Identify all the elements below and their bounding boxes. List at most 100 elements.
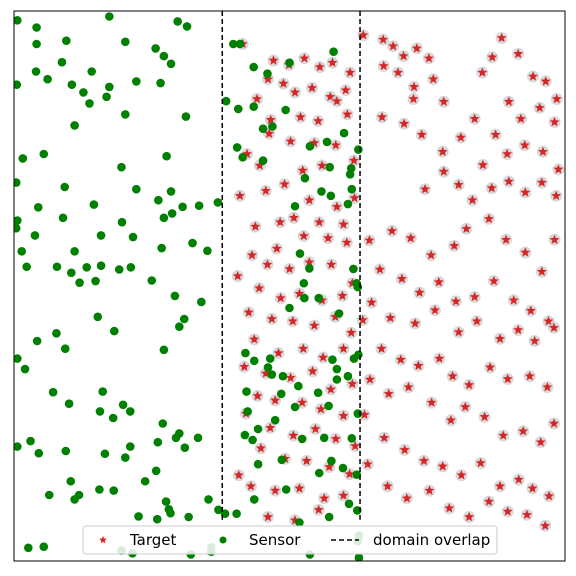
sensor-point [325,162,335,172]
target-point [307,82,318,93]
sensor-point [294,381,303,391]
target-point [544,490,554,501]
target-point [263,511,273,522]
sensor-point [343,371,353,381]
sensor-point [188,238,197,248]
target-point [488,275,499,286]
sensor-point [353,409,363,418]
target-point [475,457,486,468]
target-point [337,290,348,301]
target-point [243,307,254,317]
sensor-point [70,247,79,256]
sensor-point [258,156,268,165]
target-point [395,354,406,364]
target-point [330,433,341,444]
target-point [317,160,327,170]
legend-entry-target: Target [99,531,177,549]
target-point [349,155,359,165]
sensor-point [203,246,212,256]
sensor-point [334,309,344,318]
sensor-point [30,231,40,240]
target-point [247,250,257,260]
target-point [399,118,410,128]
target-point [294,483,305,493]
sensor-point [87,67,96,76]
sensor-point [158,419,168,428]
target-point [538,146,548,157]
target-point [477,159,488,170]
sensor-point [140,476,150,486]
target-point [377,111,388,122]
sensor-point [299,278,309,288]
sensor-point [151,466,161,476]
sensor-point [263,69,272,78]
sensor-point [132,77,141,86]
target-point [378,60,389,71]
target-point [260,185,271,196]
sensor-point [184,512,193,522]
sensor-point [162,151,171,161]
sensor-point [232,509,241,518]
target-point [268,55,279,65]
legend-label-overlap: domain overlap [373,531,490,549]
target-point [453,327,464,337]
target-point [252,390,263,401]
target-point [409,81,419,92]
sensor-point [125,407,135,416]
sensor-point [233,104,243,114]
target-point [344,468,355,479]
target-point [437,146,448,157]
sensor-point [96,231,106,240]
sensor-point [235,39,245,49]
sensor-point [64,399,74,409]
target-point [551,93,562,104]
sensor-point [32,39,41,49]
legend-box [82,525,498,555]
sensor-point [324,401,333,411]
sensor-point [249,495,259,504]
target-point [338,343,349,353]
target-point [340,85,351,95]
sensor-point [194,201,204,210]
target-point [288,212,299,223]
target-point [467,195,478,205]
legend-label-target: Target [129,531,177,549]
target-point [347,378,358,389]
sensor-point [24,543,33,553]
sensor-point [44,490,54,500]
sensor-point [14,16,22,25]
sensor-point [238,153,247,162]
sensor-point [91,276,100,286]
target-point [536,266,547,276]
target-point [364,235,375,245]
sensor-point [34,448,44,458]
target-point [331,96,342,106]
target-point [271,243,282,253]
sensor-point [170,291,180,301]
target-point [346,327,357,337]
target-point [285,136,296,146]
sensor-point [62,36,71,45]
target-point [249,334,260,344]
sensor-point [214,505,223,515]
target-point [314,61,325,72]
sensor-point [14,178,21,187]
target-point [331,201,342,212]
sensor-point [89,200,99,209]
target-point [313,504,324,515]
sensor-point [105,12,114,21]
target-point [515,113,526,124]
target-point [456,470,467,480]
target-point [330,140,341,150]
target-point [232,270,243,281]
sensor-point [100,449,110,459]
sensor-point [128,232,138,242]
sensor-point [17,247,27,256]
target-point [553,164,564,174]
target-point [551,190,562,201]
target-point [273,347,284,358]
target-point [414,287,425,297]
sensor-point [67,268,76,278]
target-point [298,343,309,353]
sensor-point [197,297,206,307]
